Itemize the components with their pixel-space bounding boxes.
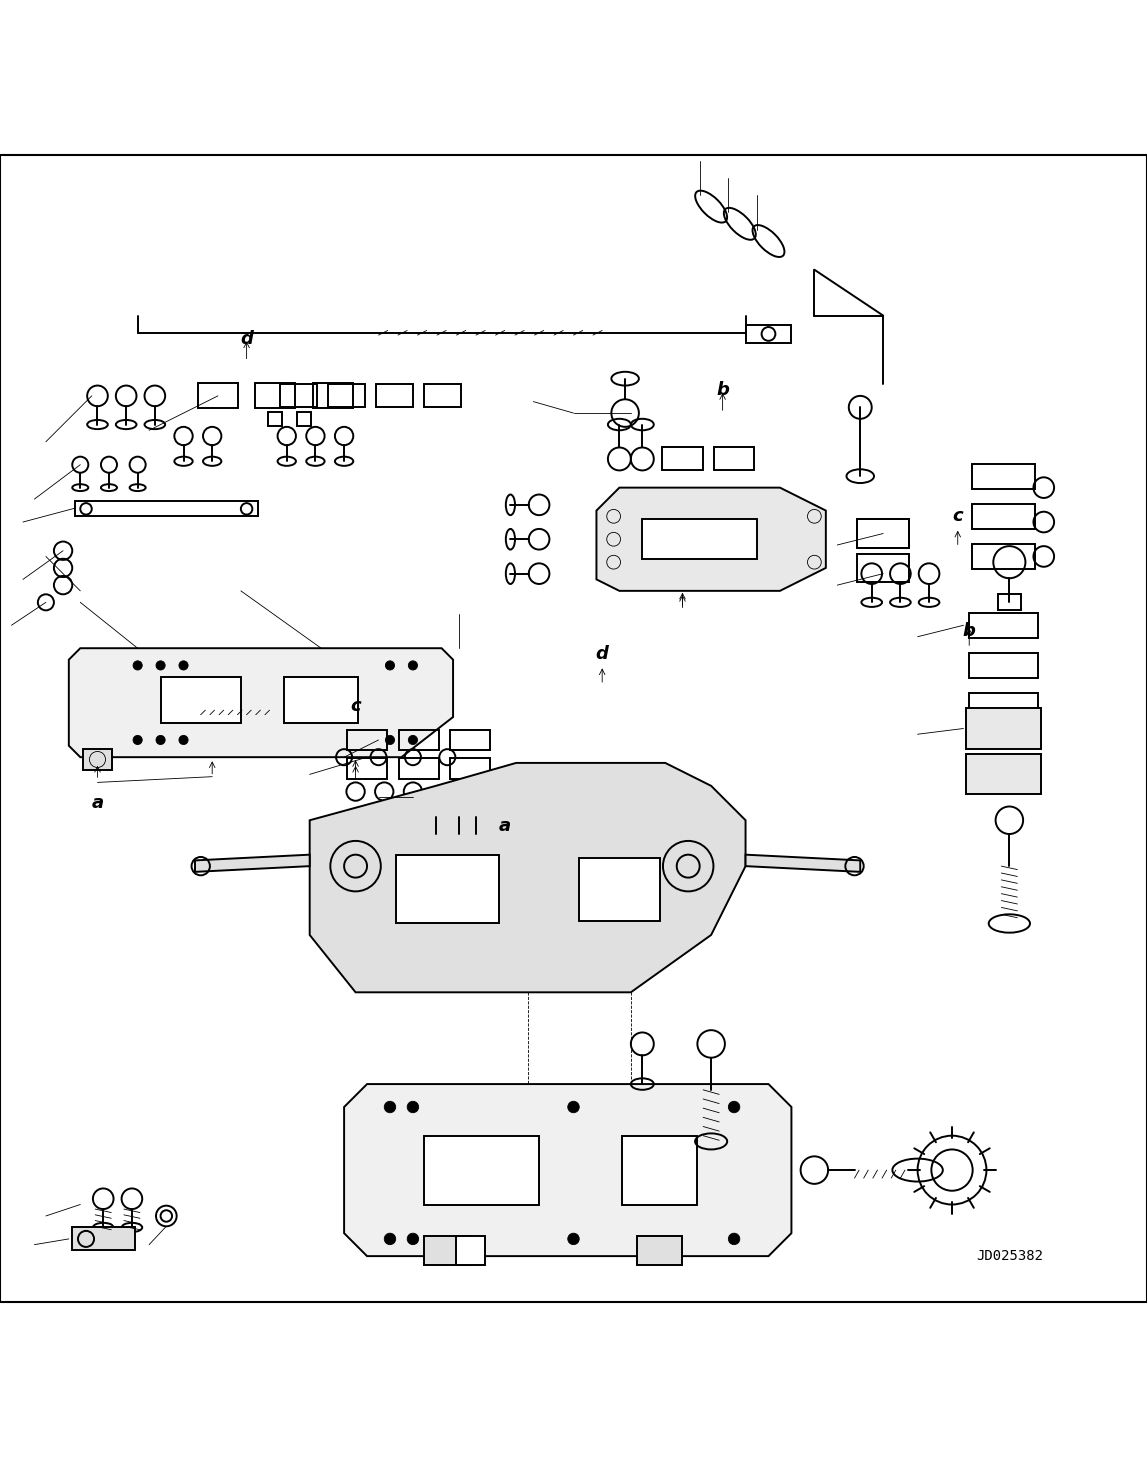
- Circle shape: [385, 661, 395, 670]
- Bar: [455, 1236, 484, 1265]
- Bar: [967, 755, 1041, 794]
- Bar: [376, 385, 413, 408]
- Circle shape: [728, 1233, 740, 1244]
- Bar: [858, 554, 910, 583]
- Circle shape: [384, 1101, 396, 1113]
- Bar: [450, 730, 491, 750]
- Bar: [967, 708, 1041, 749]
- Bar: [396, 855, 499, 924]
- Circle shape: [568, 1101, 579, 1113]
- Polygon shape: [596, 488, 826, 592]
- Bar: [84, 749, 112, 769]
- Circle shape: [179, 661, 188, 670]
- Text: a: a: [92, 794, 103, 812]
- Bar: [284, 678, 358, 723]
- Bar: [71, 1227, 135, 1250]
- Circle shape: [728, 1101, 740, 1113]
- Circle shape: [156, 661, 165, 670]
- Polygon shape: [746, 855, 860, 871]
- Bar: [713, 447, 755, 471]
- Bar: [969, 694, 1038, 718]
- Bar: [858, 519, 910, 548]
- Bar: [424, 385, 461, 408]
- Circle shape: [568, 1233, 579, 1244]
- Bar: [622, 1135, 696, 1205]
- Polygon shape: [69, 648, 453, 758]
- Bar: [969, 653, 1038, 678]
- Circle shape: [133, 736, 142, 745]
- Polygon shape: [344, 1084, 791, 1256]
- Bar: [268, 412, 282, 425]
- Circle shape: [407, 1101, 419, 1113]
- Text: JD025382: JD025382: [976, 1249, 1043, 1263]
- Circle shape: [407, 1233, 419, 1244]
- Bar: [328, 385, 365, 408]
- Text: c: c: [350, 696, 361, 714]
- Circle shape: [385, 736, 395, 745]
- Bar: [399, 730, 438, 750]
- Text: b: b: [962, 622, 976, 640]
- Bar: [998, 594, 1021, 610]
- Bar: [858, 519, 910, 548]
- Bar: [297, 412, 311, 425]
- Text: a: a: [499, 817, 510, 835]
- Text: d: d: [595, 645, 609, 663]
- Bar: [161, 678, 241, 723]
- Bar: [450, 758, 491, 779]
- Bar: [973, 543, 1036, 570]
- Bar: [973, 463, 1036, 488]
- Circle shape: [179, 736, 188, 745]
- Bar: [280, 385, 317, 408]
- Polygon shape: [310, 763, 746, 992]
- Bar: [858, 519, 910, 548]
- Text: d: d: [240, 329, 253, 348]
- Bar: [579, 858, 660, 921]
- Bar: [255, 383, 295, 408]
- Circle shape: [408, 661, 418, 670]
- Circle shape: [156, 736, 165, 745]
- Text: b: b: [716, 382, 729, 399]
- Text: c: c: [952, 507, 963, 526]
- Circle shape: [384, 1233, 396, 1244]
- Bar: [346, 758, 388, 779]
- Bar: [346, 730, 388, 750]
- Circle shape: [133, 661, 142, 670]
- Bar: [197, 383, 239, 408]
- Circle shape: [408, 736, 418, 745]
- Bar: [312, 383, 353, 408]
- Bar: [969, 612, 1038, 638]
- Bar: [399, 758, 438, 779]
- Bar: [642, 519, 757, 559]
- Bar: [663, 447, 703, 471]
- Bar: [424, 1236, 470, 1265]
- Bar: [424, 1135, 539, 1205]
- Polygon shape: [195, 855, 310, 871]
- Bar: [973, 504, 1036, 529]
- Bar: [637, 1236, 682, 1265]
